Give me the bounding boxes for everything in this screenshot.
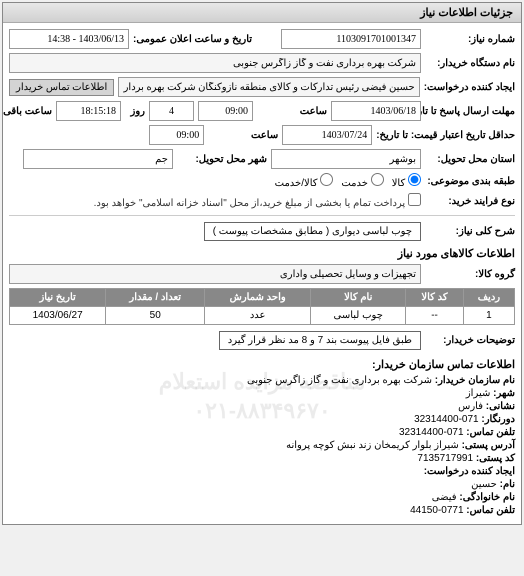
cell-unit: عدد xyxy=(205,307,311,325)
post-addr: شیراز بلوار کریمخان زند نبش کوچه پروانه xyxy=(286,440,459,451)
contact-info-button[interactable]: اطلاعات تماس خریدار xyxy=(9,79,114,96)
th-code: کد کالا xyxy=(406,289,464,307)
cell-idx: 1 xyxy=(463,307,514,325)
creator-field[interactable] xyxy=(118,77,419,97)
last-name-label: نام خانوادگی: xyxy=(459,492,515,503)
th-date: تاریخ نیاز xyxy=(10,289,106,307)
deadline-answer-label: مهلت ارسال پاسخ تا تاریخ: xyxy=(425,106,515,117)
time-label-2: ساعت xyxy=(208,130,278,141)
org-name: شرکت بهره برداری نفت و گاز زاگرس جنوبی xyxy=(247,375,432,386)
phone: 071-32314400 xyxy=(399,427,464,438)
cat-goods-option[interactable]: کالا xyxy=(392,173,421,189)
panel-title: جزئیات اطلاعات نیاز xyxy=(3,3,521,23)
first-name-label: نام: xyxy=(500,479,515,490)
addr: فارس xyxy=(458,401,483,412)
days-remaining[interactable] xyxy=(149,101,194,121)
cat-both-option[interactable]: کالا/خدمت xyxy=(275,173,334,189)
th-qty: تعداد / مقدار xyxy=(106,289,205,307)
fax: 071-32314400 xyxy=(414,414,479,425)
price-deadline-date[interactable] xyxy=(282,125,372,145)
requester-label: نام دستگاه خریدار: xyxy=(425,58,515,69)
requester-field[interactable] xyxy=(9,53,421,73)
org-name-label: نام سازمان خریدار: xyxy=(435,375,515,386)
key-value: چوب لباسی دیواری ( مطابق مشخصات پیوست ) xyxy=(204,222,421,241)
first-name: حسین xyxy=(471,479,497,490)
contact-phone-label: تلفن تماس: xyxy=(466,505,515,516)
category-radio-group: کالا خدمت کالا/خدمت xyxy=(275,173,421,189)
time-label-1: ساعت xyxy=(257,106,327,117)
phone-label: تلفن تماس: xyxy=(466,427,515,438)
cell-date: 1403/06/27 xyxy=(10,307,106,325)
req-creator-label: ایجاد کننده درخواست: xyxy=(424,466,515,477)
fax-label: دورنگار: xyxy=(481,414,515,425)
need-number-field[interactable] xyxy=(281,29,421,49)
remain-time[interactable] xyxy=(56,101,121,121)
announce-label: تاریخ و ساعت اعلان عمومی: xyxy=(133,34,252,45)
contact-phone: 0771-44150 xyxy=(410,505,463,516)
price-deadline-time[interactable] xyxy=(149,125,204,145)
last-name: فیضی xyxy=(432,492,457,503)
th-name: نام کالا xyxy=(311,289,406,307)
goods-group-field[interactable] xyxy=(9,264,421,284)
org-city-label: شهر: xyxy=(493,388,515,399)
th-unit: واحد شمارش xyxy=(205,289,311,307)
category-label: طبقه بندی موضوعی: xyxy=(425,176,515,187)
province-field[interactable] xyxy=(271,149,421,169)
creator-label: ایجاد کننده درخواست: xyxy=(424,82,515,93)
goods-section-title: اطلاعات کالاهای مورد نیاز xyxy=(9,247,515,260)
panel-body: شماره نیاز: تاریخ و ساعت اعلان عمومی: نا… xyxy=(3,23,521,524)
goods-table: ردیف کد کالا نام کالا واحد شمارش تعداد /… xyxy=(9,288,515,325)
city-label: شهر محل تحویل: xyxy=(177,154,267,165)
cell-qty: 50 xyxy=(106,307,205,325)
need-number-label: شماره نیاز: xyxy=(425,34,515,45)
remain-time-label: ساعت باقی مانده xyxy=(0,106,52,117)
contact-section: مناقصه مزایده استعلام ۰۲۱-۸۸۳۴۹۶۷۰ اطلاع… xyxy=(9,358,515,516)
process-label: نوع فرایند خرید: xyxy=(425,196,515,207)
goods-group-label: گروه کالا: xyxy=(425,269,515,280)
deadline-answer-time[interactable] xyxy=(198,101,253,121)
table-row[interactable]: 1 -- چوب لباسی عدد 50 1403/06/27 xyxy=(10,307,515,325)
buyer-notes: طبق فایل پیوست بند 7 و 8 مد نظر قرار گیر… xyxy=(219,331,421,350)
price-deadline-label: حداقل تاریخ اعتبار قیمت: تا تاریخ: xyxy=(376,130,515,141)
cat-service-option[interactable]: خدمت xyxy=(341,173,383,189)
cell-name: چوب لباسی xyxy=(311,307,406,325)
announce-field[interactable] xyxy=(9,29,129,49)
post-code: 7135717991 xyxy=(417,453,473,464)
org-city: شیراز xyxy=(466,388,491,399)
buyer-notes-label: توضیحات خریدار: xyxy=(425,335,515,346)
cell-code: -- xyxy=(406,307,464,325)
post-code-label: کد پستی: xyxy=(476,453,515,464)
contact-title: اطلاعات تماس سازمان خریدار: xyxy=(9,358,515,371)
post-addr-label: آدرس پستی: xyxy=(462,440,515,451)
table-header-row: ردیف کد کالا نام کالا واحد شمارش تعداد /… xyxy=(10,289,515,307)
day-label: روز xyxy=(125,106,145,117)
key-label: شرح کلی نیاز: xyxy=(425,226,515,237)
process-checkbox[interactable]: پرداخت تمام یا بخشی از مبلغ خرید،از محل … xyxy=(94,193,421,209)
addr-label: نشانی: xyxy=(486,401,515,412)
deadline-answer-date[interactable] xyxy=(331,101,421,121)
need-details-panel: جزئیات اطلاعات نیاز شماره نیاز: تاریخ و … xyxy=(2,2,522,525)
province-label: استان محل تحویل: xyxy=(425,154,515,165)
city-field[interactable] xyxy=(23,149,173,169)
th-row: ردیف xyxy=(463,289,514,307)
